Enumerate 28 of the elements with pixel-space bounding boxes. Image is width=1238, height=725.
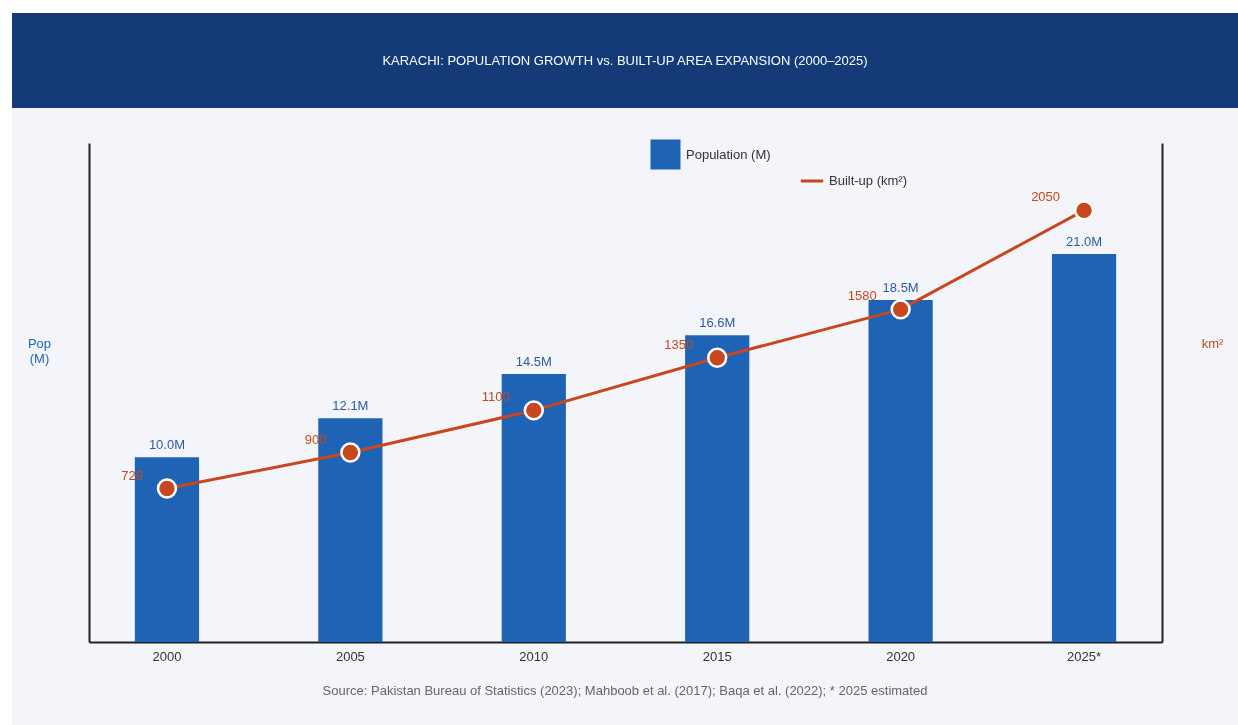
point [340, 442, 361, 463]
data-label: 21.0M [1065, 233, 1103, 249]
x-tick-label: 2020 [886, 648, 916, 664]
data-label: 18.5M [882, 280, 919, 296]
legend-label: Built-up (km²) [829, 173, 908, 188]
point [707, 347, 728, 368]
data-label: 10.0M [148, 437, 186, 453]
source-note: Source: Pakistan Bureau of Statistics (2023); Mahboob et al. (2017); Baqa et al. (2022); * 2025 estimated [321, 683, 929, 698]
data-label: 16.6M [699, 315, 736, 331]
bar [868, 300, 933, 642]
x-tick-label: 2010 [519, 648, 549, 664]
chart-title: KARACHI: POPULATION GROWTH vs. BUILT-UP AREA EXPANSION (2000–2025) [12, 13, 1238, 108]
x-tick-label: 2025* [1067, 648, 1102, 664]
legend-label: Population (M) [686, 146, 771, 162]
data-label: 14.5M [515, 354, 552, 370]
point [890, 299, 911, 320]
point [156, 478, 178, 499]
y-axis-title: Pop (M) [27, 335, 52, 366]
data-label: 1580 [847, 288, 877, 304]
x-tick-label: 2015 [702, 648, 732, 664]
data-label: 12.1M [332, 398, 369, 414]
x-tick-label: 2005 [335, 648, 365, 664]
x-tick-label: 2000 [152, 648, 182, 664]
y2-axis-title: km² [1201, 335, 1224, 351]
point [1073, 200, 1095, 221]
bar [1051, 253, 1117, 642]
point [523, 400, 544, 421]
data-label: 2050 [1031, 189, 1061, 205]
